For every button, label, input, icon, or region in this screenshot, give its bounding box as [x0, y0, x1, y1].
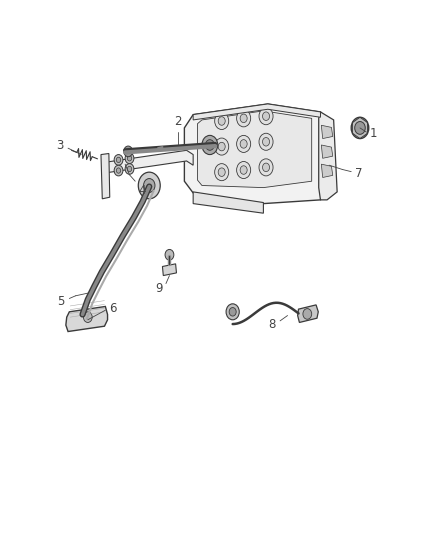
Circle shape	[116, 157, 120, 163]
Circle shape	[214, 164, 228, 181]
Circle shape	[214, 112, 228, 130]
Polygon shape	[318, 112, 336, 200]
Circle shape	[240, 166, 247, 174]
Circle shape	[116, 168, 120, 173]
Polygon shape	[193, 192, 263, 213]
Circle shape	[226, 304, 239, 320]
Text: 5: 5	[57, 295, 65, 308]
Polygon shape	[321, 145, 332, 158]
Polygon shape	[321, 125, 332, 139]
Circle shape	[354, 122, 364, 134]
Text: 7: 7	[354, 167, 361, 180]
Polygon shape	[321, 164, 332, 177]
Text: 4: 4	[138, 184, 145, 197]
Circle shape	[218, 142, 225, 151]
Text: 8: 8	[268, 318, 275, 330]
Circle shape	[127, 166, 131, 172]
Text: 6: 6	[109, 302, 116, 314]
Text: 2: 2	[173, 115, 181, 128]
Circle shape	[114, 165, 123, 176]
Circle shape	[214, 138, 228, 155]
Circle shape	[302, 309, 311, 319]
Circle shape	[258, 108, 272, 125]
Circle shape	[240, 114, 247, 123]
Text: 3: 3	[56, 139, 64, 152]
Polygon shape	[101, 154, 110, 199]
Polygon shape	[297, 305, 318, 322]
Circle shape	[127, 156, 131, 161]
Circle shape	[201, 135, 217, 155]
Circle shape	[165, 249, 173, 260]
Polygon shape	[197, 111, 311, 188]
Polygon shape	[193, 104, 320, 120]
Circle shape	[218, 168, 225, 176]
Circle shape	[114, 155, 123, 165]
Circle shape	[258, 159, 272, 176]
Text: 9: 9	[155, 282, 162, 295]
Circle shape	[350, 117, 368, 139]
Circle shape	[124, 146, 132, 157]
Circle shape	[218, 117, 225, 125]
Polygon shape	[162, 264, 176, 276]
Circle shape	[125, 164, 134, 174]
Circle shape	[262, 163, 269, 172]
Circle shape	[262, 138, 269, 146]
Circle shape	[236, 135, 250, 152]
Circle shape	[240, 140, 247, 148]
Polygon shape	[66, 306, 107, 332]
Circle shape	[125, 153, 134, 164]
Circle shape	[138, 172, 160, 199]
Circle shape	[229, 308, 236, 316]
Circle shape	[205, 140, 214, 150]
Polygon shape	[184, 104, 328, 204]
Circle shape	[262, 112, 269, 120]
Text: 1: 1	[369, 127, 377, 140]
Circle shape	[236, 161, 250, 179]
Circle shape	[143, 179, 155, 192]
Circle shape	[236, 110, 250, 127]
Circle shape	[83, 312, 92, 322]
Circle shape	[258, 133, 272, 150]
Polygon shape	[103, 150, 193, 173]
